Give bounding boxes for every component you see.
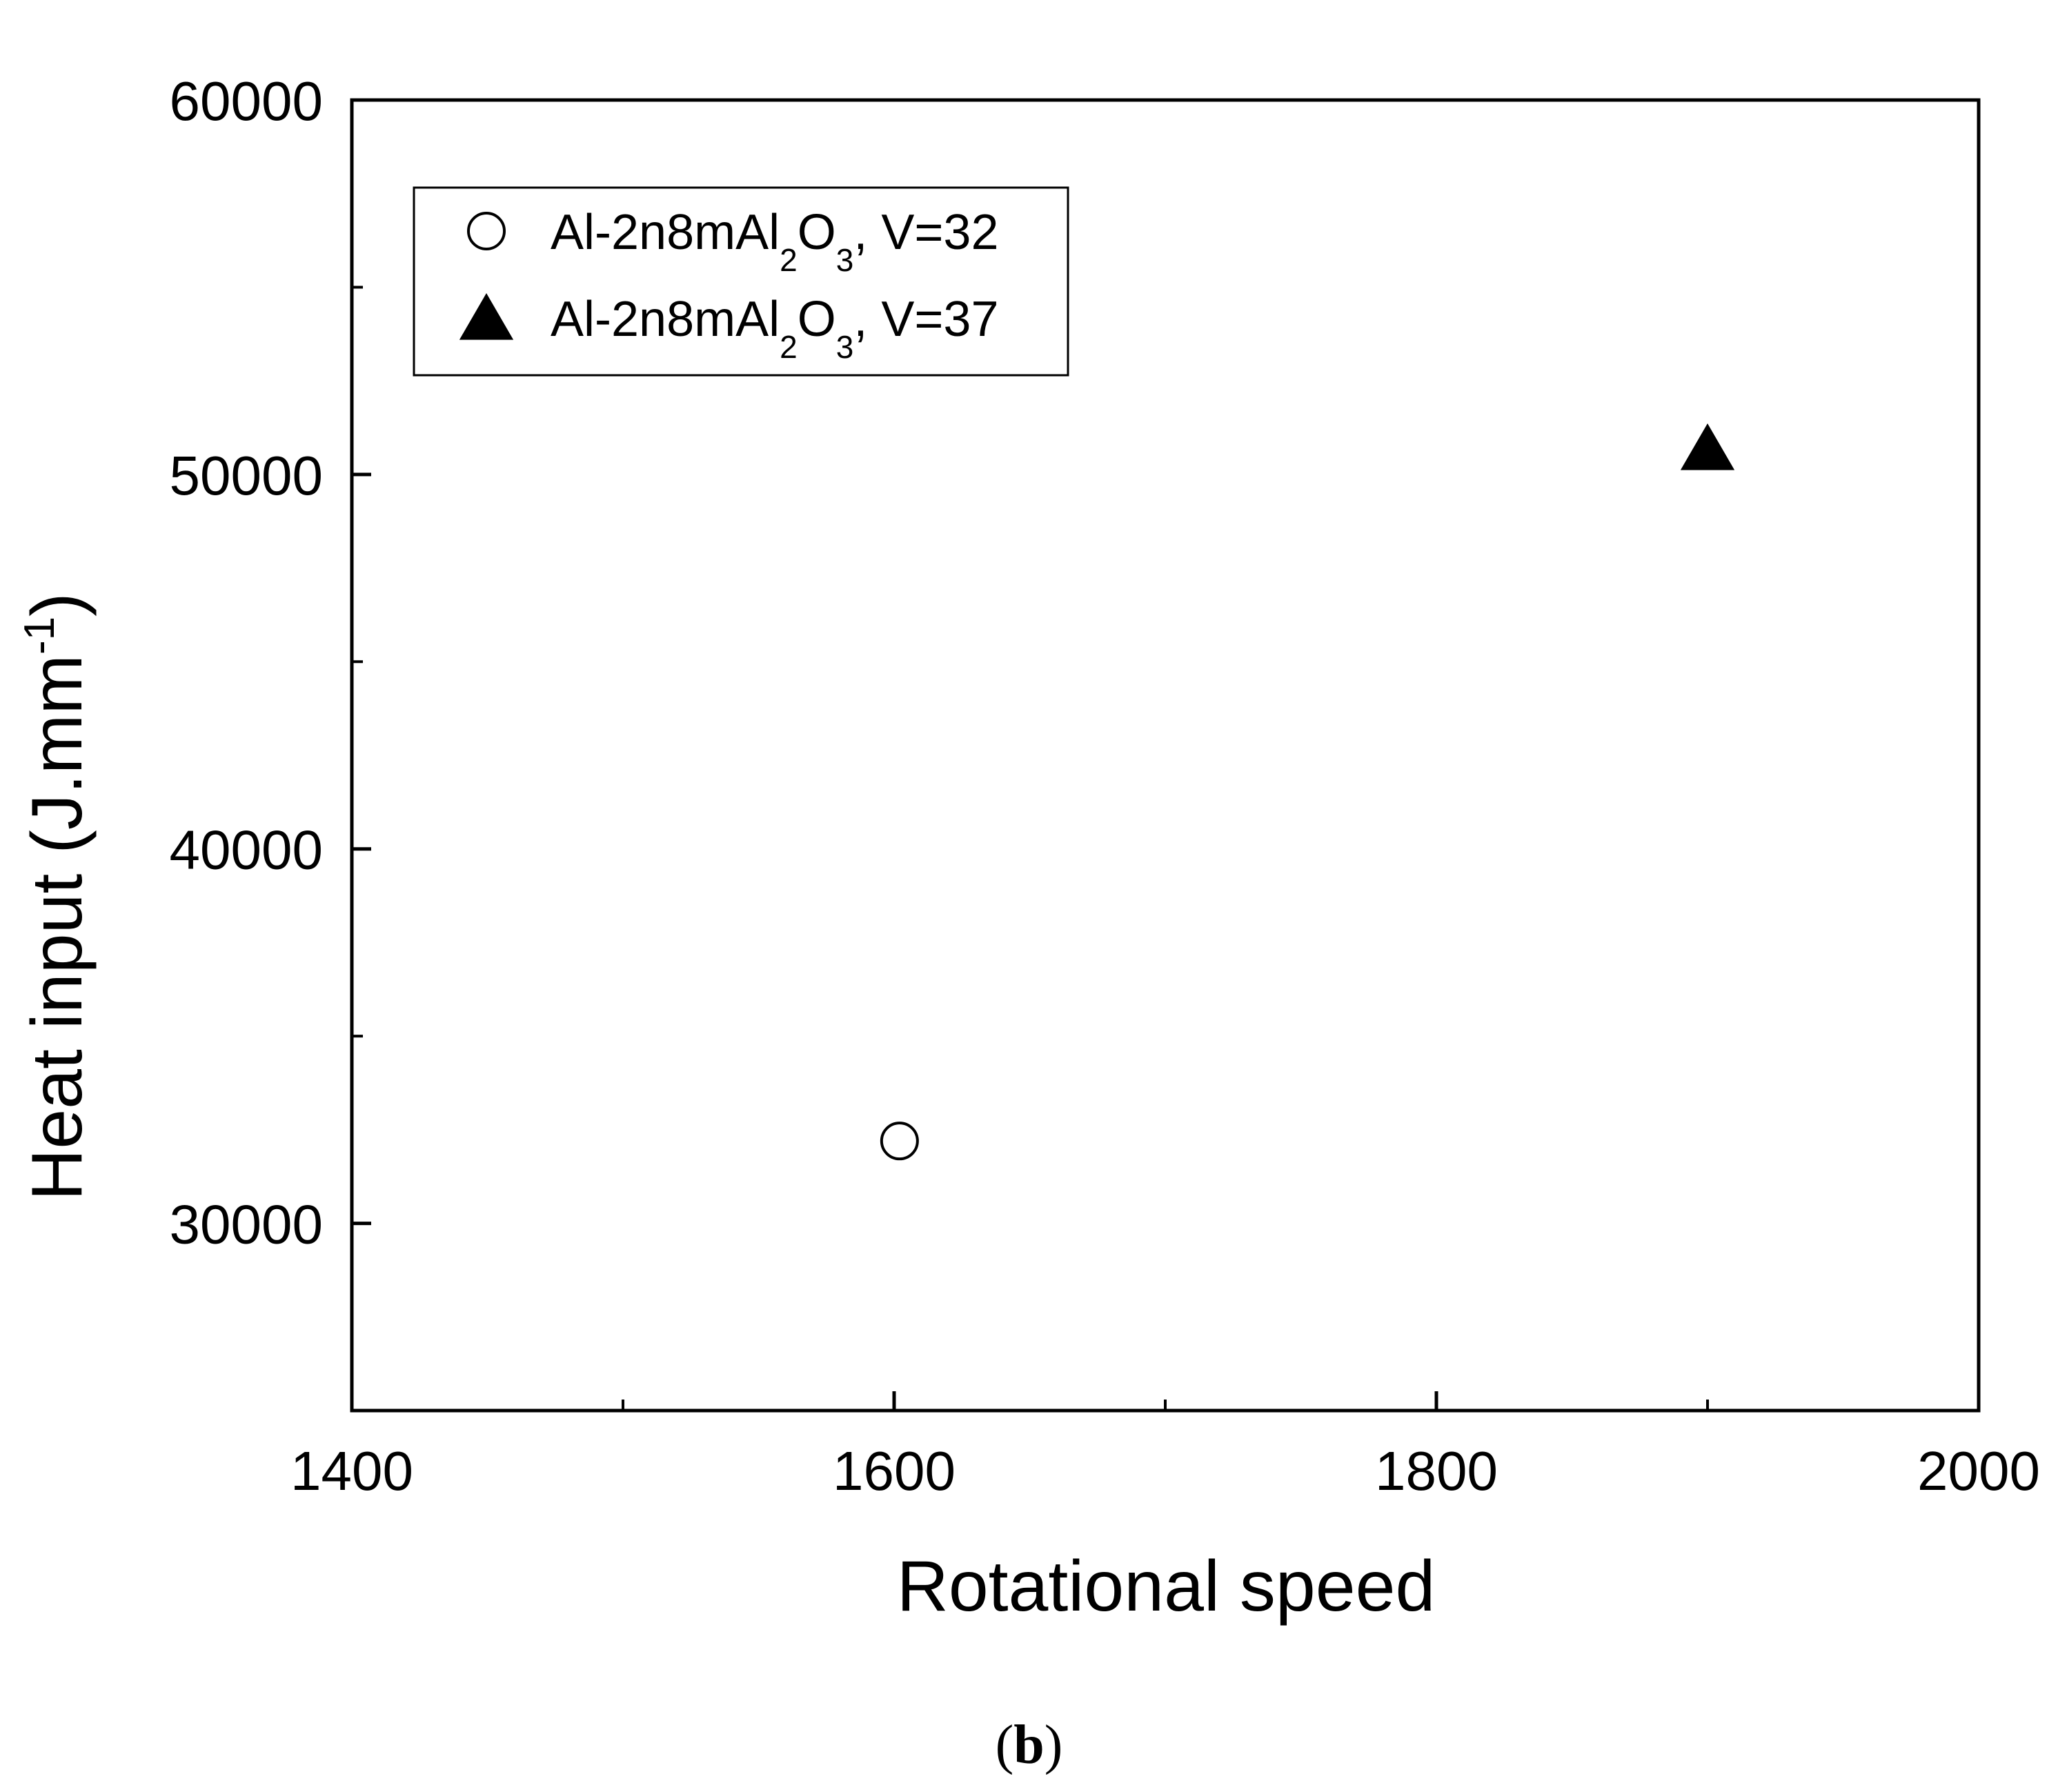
data-point — [1680, 423, 1735, 470]
y-axis-title: Heat input (J.mm-1) — [16, 593, 97, 1201]
legend-label-part: Al-2n8mAl — [551, 292, 780, 347]
legend-label-part: , V=32 — [853, 205, 998, 260]
x-tick-label: 2000 — [1917, 1440, 2040, 1502]
y-axis-title-close-paren: ) — [17, 593, 97, 617]
legend-label-part: O — [798, 205, 836, 260]
legend-label-part: O — [798, 292, 836, 347]
x-axis-ticks: 1400 1600 1800 2000 — [290, 1391, 2040, 1502]
legend-label-part: 2 — [780, 242, 798, 278]
y-axis-title-unit-superscript: -1 — [16, 617, 63, 655]
x-tick-label: 1800 — [1375, 1440, 1498, 1502]
legend-marker — [467, 212, 506, 250]
legend-label: Al-2n8mAl2O3, V=37 — [551, 292, 999, 365]
x-tick-label: 1600 — [833, 1440, 956, 1502]
y-axis-ticks: 30000 40000 50000 60000 — [170, 70, 371, 1255]
panel-label: (b) — [0, 1718, 2058, 1773]
legend-label: Al-2n8mAl2O3, V=32 — [551, 205, 999, 278]
y-axis-title-main: Heat input (J.mm — [17, 655, 97, 1201]
legend-label-part: Al-2n8mAl — [551, 205, 780, 260]
y-tick-label: 40000 — [170, 819, 323, 881]
chart: 1400 1600 1800 2000 30000 40000 50000 60000 Al… — [16, 70, 2040, 1626]
legend-marker — [459, 293, 514, 340]
y-tick-label: 30000 — [170, 1194, 323, 1255]
legend-label-part: 2 — [780, 329, 798, 365]
legend-label-part: 3 — [836, 329, 854, 365]
data-point — [880, 1122, 919, 1161]
panel-label-open: ( — [995, 1715, 1014, 1775]
x-axis-title: Rotational speed — [897, 1546, 1436, 1626]
y-axis-title-group: Heat input (J.mm-1) — [16, 593, 97, 1201]
x-tick-label: 1400 — [290, 1440, 413, 1502]
legend-label-part: , V=37 — [853, 292, 998, 347]
legend-label-part: 3 — [836, 242, 854, 278]
y-tick-label: 50000 — [170, 445, 323, 506]
panel-label-letter: b — [1013, 1715, 1045, 1775]
panel-label-close: ) — [1044, 1715, 1063, 1775]
legend-box — [413, 186, 1069, 377]
data-points — [880, 423, 1735, 1161]
y-tick-label: 60000 — [170, 70, 323, 132]
